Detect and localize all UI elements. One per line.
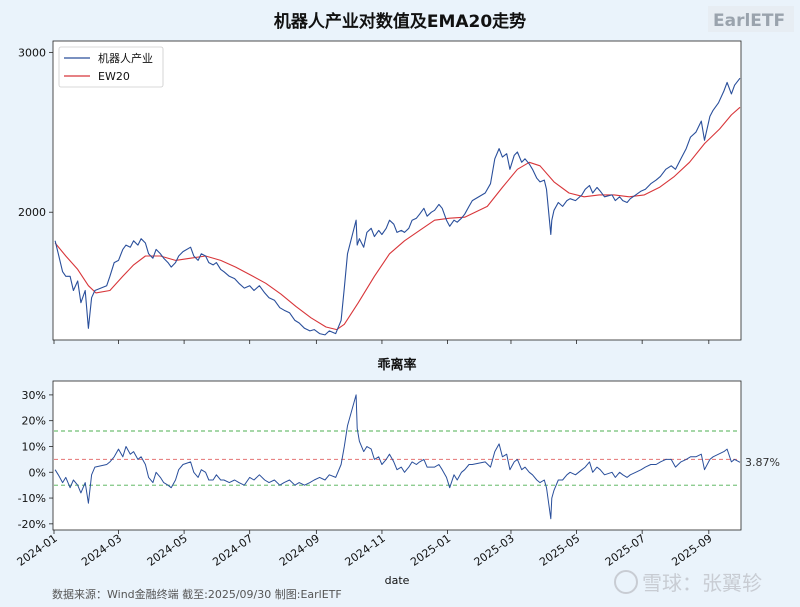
main-x-axis bbox=[53, 340, 710, 344]
bias-y-tick-label: 0% bbox=[29, 466, 46, 479]
bias-x-tick-label: 2025-07 bbox=[603, 532, 648, 569]
main-y-tick-label: 2000 bbox=[18, 206, 46, 219]
bias-y-tick-label: 20% bbox=[22, 415, 46, 428]
logo-text: EarlETF bbox=[713, 11, 785, 31]
legend-box bbox=[58, 46, 164, 88]
main-y-tick-label: 3000 bbox=[18, 46, 46, 59]
bias-series-group bbox=[54, 394, 741, 520]
bias-x-tick-label: 2025-03 bbox=[472, 532, 517, 569]
bias-y-tick-label: 30% bbox=[22, 389, 46, 402]
bias-x-tick-label: 2025-05 bbox=[537, 532, 582, 569]
bias-plot-area bbox=[52, 380, 742, 531]
watermark-text: 雪球：张翼轸 bbox=[642, 571, 762, 595]
bias-x-tick-label: 2024-07 bbox=[210, 532, 255, 569]
bias-x-tick-label: 2025-09 bbox=[669, 532, 714, 569]
main-y-axis: 2000 3000 bbox=[18, 46, 53, 219]
bias-y-tick-label: -10% bbox=[18, 492, 46, 505]
earletf-logo: EarlETF bbox=[708, 6, 794, 32]
bias-last-value-label: 3.87% bbox=[745, 456, 780, 469]
bias-x-tick-label: 2024-03 bbox=[79, 532, 124, 569]
bias-x-tick-label: 2024-01 bbox=[15, 532, 60, 569]
legend-label-robot-industry: 机器人产业 bbox=[98, 51, 153, 65]
bias-x-tick-label: 2025-01 bbox=[408, 532, 453, 569]
source-note: 数据来源：Wind金融终端 截至:2025/09/30 制图:EarlETF bbox=[52, 587, 342, 601]
bias-x-axis-label: date bbox=[385, 574, 410, 587]
main-plot-area bbox=[52, 40, 742, 341]
bias-y-axis: -20% -10% 0% 10% 20% 30% bbox=[18, 389, 53, 531]
snowball-icon bbox=[614, 570, 638, 594]
main-series-group bbox=[54, 77, 741, 336]
bias-x-tick-label: 2024-05 bbox=[145, 532, 190, 569]
logo-background bbox=[708, 6, 794, 32]
bias-x-axis: 2024-01 2024-03 2024-05 2024-07 2024-09 2024-… bbox=[15, 530, 715, 569]
main-chart-title: 机器人产业对数值及EMA20走势 bbox=[274, 11, 526, 32]
series-line-bias bbox=[54, 394, 741, 520]
series-line-robot-industry bbox=[54, 77, 741, 336]
bias-x-tick-label: 2024-11 bbox=[343, 532, 388, 569]
bias-x-tick-label: 2024-09 bbox=[277, 532, 322, 569]
bias-y-tick-label: 10% bbox=[22, 440, 46, 453]
legend-label-ew20: EW20 bbox=[98, 70, 130, 83]
main-legend: 机器人产业 EW20 bbox=[58, 46, 164, 88]
watermark: 雪球：张翼轸 bbox=[614, 570, 762, 595]
series-line-ew20 bbox=[54, 106, 741, 331]
bias-chart-title: 乖离率 bbox=[377, 357, 416, 373]
bias-y-tick-label: -20% bbox=[18, 518, 46, 531]
